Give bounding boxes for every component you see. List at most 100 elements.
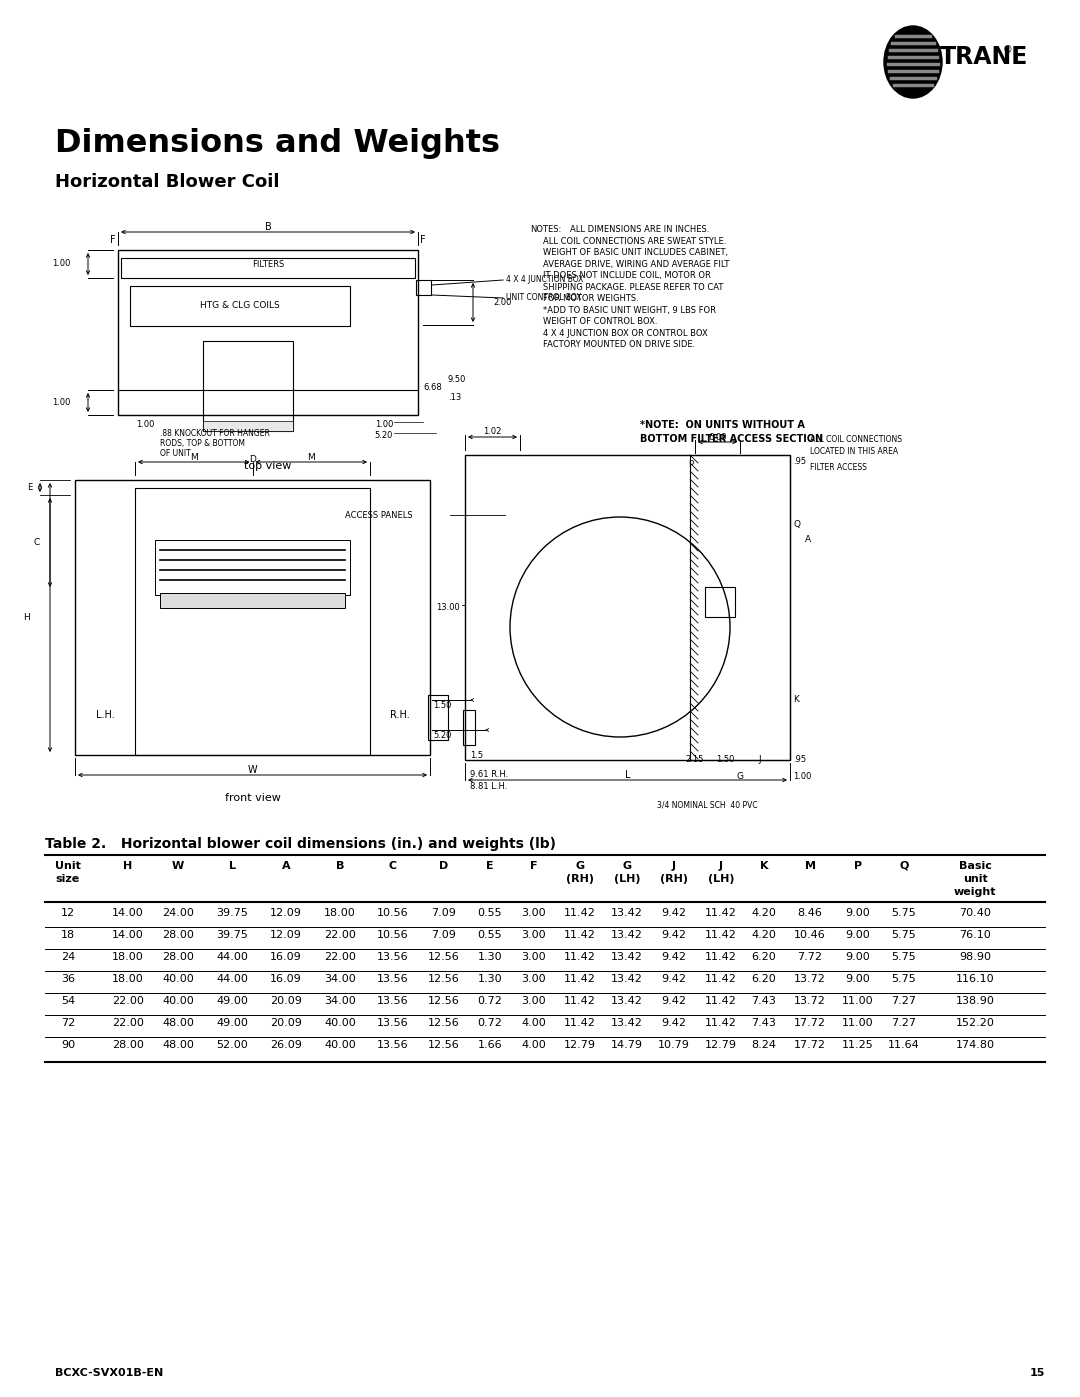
Text: SHIPPING PACKAGE. PLEASE REFER TO CAT: SHIPPING PACKAGE. PLEASE REFER TO CAT xyxy=(543,282,724,292)
Text: *NOTE:  ON UNITS WITHOUT A: *NOTE: ON UNITS WITHOUT A xyxy=(640,420,805,430)
Text: P: P xyxy=(688,460,693,469)
Text: 3.00: 3.00 xyxy=(522,930,546,940)
Text: E: E xyxy=(486,861,494,870)
Text: 40.00: 40.00 xyxy=(324,1039,356,1051)
Text: 52.00: 52.00 xyxy=(216,1039,248,1051)
Text: 4.00: 4.00 xyxy=(522,1039,546,1051)
Text: 54: 54 xyxy=(60,996,76,1006)
Text: 13.72: 13.72 xyxy=(794,974,826,983)
Text: 11.42: 11.42 xyxy=(705,951,737,963)
Text: 9.00: 9.00 xyxy=(846,951,870,963)
Text: FACTORY MOUNTED ON DRIVE SIDE.: FACTORY MOUNTED ON DRIVE SIDE. xyxy=(543,339,696,349)
Text: K: K xyxy=(793,696,799,704)
Text: 15: 15 xyxy=(1029,1368,1045,1377)
Text: 3.00: 3.00 xyxy=(522,951,546,963)
Text: K: K xyxy=(759,861,768,870)
Text: J: J xyxy=(758,754,761,764)
Text: H: H xyxy=(24,613,30,622)
Text: 34.00: 34.00 xyxy=(324,974,356,983)
Text: 24.00: 24.00 xyxy=(162,908,194,918)
Text: 0.72: 0.72 xyxy=(477,1018,502,1028)
Text: 10.79: 10.79 xyxy=(658,1039,690,1051)
Text: 34.00: 34.00 xyxy=(324,996,356,1006)
Text: 76.10: 76.10 xyxy=(959,930,990,940)
Text: 22.00: 22.00 xyxy=(112,996,144,1006)
Text: ACCESS PANELS: ACCESS PANELS xyxy=(345,510,413,520)
Text: 9.42: 9.42 xyxy=(661,974,687,983)
Text: 40.00: 40.00 xyxy=(162,996,194,1006)
Text: 28.00: 28.00 xyxy=(162,930,194,940)
Text: 1.00: 1.00 xyxy=(136,420,154,429)
Text: 3.00: 3.00 xyxy=(522,908,546,918)
Text: 18.00: 18.00 xyxy=(112,951,144,963)
Text: P: P xyxy=(854,861,862,870)
Bar xyxy=(465,455,789,760)
Text: front view: front view xyxy=(225,793,281,803)
Text: NOTES:: NOTES: xyxy=(530,225,562,235)
Text: 28.00: 28.00 xyxy=(112,1039,144,1051)
Text: 22.00: 22.00 xyxy=(324,930,356,940)
Text: 1.50: 1.50 xyxy=(716,754,734,764)
Text: 6.00: 6.00 xyxy=(708,433,727,441)
Text: HTG & CLG COILS: HTG & CLG COILS xyxy=(200,302,280,310)
Text: 1.00: 1.00 xyxy=(52,260,70,268)
Text: 14.79: 14.79 xyxy=(611,1039,643,1051)
Text: 8.24: 8.24 xyxy=(752,1039,777,1051)
Text: 7.09: 7.09 xyxy=(432,908,457,918)
Text: .95: .95 xyxy=(793,754,806,764)
Text: 8.81 L.H.: 8.81 L.H. xyxy=(470,782,508,791)
Text: 1.00: 1.00 xyxy=(793,773,811,781)
Text: 9.00: 9.00 xyxy=(846,908,870,918)
Text: 12.79: 12.79 xyxy=(564,1039,596,1051)
Text: 1.50: 1.50 xyxy=(433,700,451,710)
Text: 6.20: 6.20 xyxy=(752,974,777,983)
Text: G: G xyxy=(737,773,743,781)
Text: 10.46: 10.46 xyxy=(794,930,826,940)
Text: 5.20: 5.20 xyxy=(375,432,393,440)
Text: 18.00: 18.00 xyxy=(324,908,356,918)
Bar xyxy=(203,420,293,432)
Text: 2.00: 2.00 xyxy=(492,298,511,307)
Text: 9.00: 9.00 xyxy=(846,930,870,940)
Text: 4.20: 4.20 xyxy=(752,908,777,918)
Text: 5.75: 5.75 xyxy=(892,930,916,940)
Text: W: W xyxy=(172,861,184,870)
Bar xyxy=(156,541,350,595)
Bar xyxy=(203,341,293,432)
Text: BOTTOM FILTER ACCESS SECTION: BOTTOM FILTER ACCESS SECTION xyxy=(640,434,823,444)
Text: 1.30: 1.30 xyxy=(477,951,502,963)
Text: 13.56: 13.56 xyxy=(377,974,409,983)
Bar xyxy=(130,286,350,326)
Text: 13.00: 13.00 xyxy=(436,602,460,612)
Text: 11.00: 11.00 xyxy=(842,1018,874,1028)
Text: 16.09: 16.09 xyxy=(270,974,302,983)
Text: 11.42: 11.42 xyxy=(705,996,737,1006)
Text: Q: Q xyxy=(793,521,800,529)
Text: 9.42: 9.42 xyxy=(661,1018,687,1028)
Bar xyxy=(121,258,415,278)
Text: 11.42: 11.42 xyxy=(564,951,596,963)
Text: 9.42: 9.42 xyxy=(661,996,687,1006)
Text: 20.09: 20.09 xyxy=(270,1018,302,1028)
Text: 0.55: 0.55 xyxy=(477,930,502,940)
Bar xyxy=(135,488,370,754)
Text: L: L xyxy=(229,861,235,870)
Text: G: G xyxy=(622,861,632,870)
Text: 11.64: 11.64 xyxy=(888,1039,920,1051)
Text: 6.68: 6.68 xyxy=(423,383,442,391)
Bar xyxy=(416,279,431,295)
Text: Basic: Basic xyxy=(959,861,991,870)
Text: FILTERS: FILTERS xyxy=(252,260,284,270)
Text: 49.00: 49.00 xyxy=(216,996,248,1006)
Text: 90: 90 xyxy=(60,1039,76,1051)
Text: 39.75: 39.75 xyxy=(216,930,248,940)
Text: 72: 72 xyxy=(60,1018,76,1028)
Text: 9.42: 9.42 xyxy=(661,908,687,918)
Text: 12.56: 12.56 xyxy=(428,974,460,983)
Text: 9.42: 9.42 xyxy=(661,951,687,963)
Text: 1.30: 1.30 xyxy=(477,974,502,983)
Text: 0.72: 0.72 xyxy=(477,996,502,1006)
Text: F: F xyxy=(110,235,116,244)
Text: 11.00: 11.00 xyxy=(842,996,874,1006)
Text: 11.42: 11.42 xyxy=(705,974,737,983)
